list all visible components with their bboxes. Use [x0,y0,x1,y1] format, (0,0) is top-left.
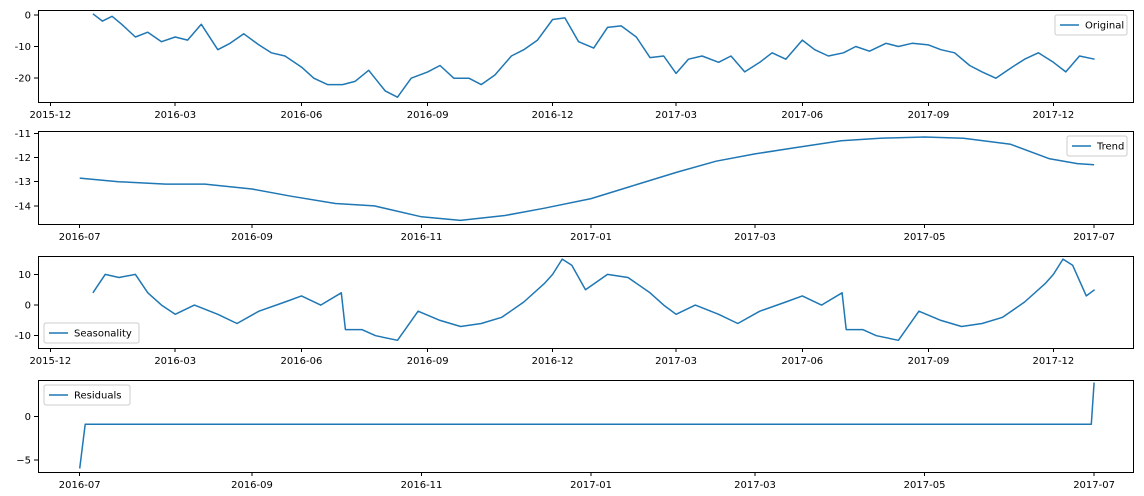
seasonality-x-tick-label: 2017-03 [655,356,697,367]
original-series-line [92,13,1095,98]
original-y-tick-label: -10 [15,42,31,53]
trend-axes-frame [38,131,1134,225]
trend-y-tick-label: -11 [15,129,31,140]
original-x-tick-label: 2015-12 [29,110,71,121]
legend-label: Residuals [74,391,121,402]
original-x-tick-label: 2016-09 [407,110,449,121]
trend-x-tick-label: 2016-11 [401,232,443,243]
residuals-x-tick-label: 2016-09 [231,480,273,491]
legend-frame [43,384,131,406]
original-y-tick-label: 0 [25,10,31,21]
original-axes-frame [38,10,1134,103]
seasonality-x-tick-label: 2017-12 [1033,356,1075,367]
trend-panel: 2016-07 2016-09 2016-11 2017-01 2017-03 2017-… [15,129,1134,243]
seasonality-legend: Seasonality [43,322,140,344]
residuals-x-tick-label: 2017-05 [904,480,946,491]
residuals-axes-frame [38,380,1134,473]
residuals-x-tick-label: 2017-03 [734,480,776,491]
legend-label: Seasonality [74,329,132,340]
legend-frame [1066,135,1128,157]
original-x-tick-label: 2017-06 [781,110,823,121]
trend-x-tick-label: 2016-09 [231,232,273,243]
seasonality-series-line [92,258,1096,342]
residuals-x-tick-label: 2016-11 [401,480,443,491]
trend-y-tick-label: -13 [15,177,31,188]
original-x-tick-label: 2016-03 [154,110,196,121]
residuals-series-line [78,382,1095,469]
trend-x-tick-label: 2017-01 [570,232,612,243]
legend-frame [1054,14,1128,36]
seasonality-y-tick-label: 0 [25,301,31,312]
seasonality-panel: 2015-12 2016-03 2016-06 2016-09 2016-12 2017-… [15,256,1134,367]
trend-legend: Trend [1066,135,1128,157]
original-x-tick-label: 2017-12 [1033,110,1075,121]
seasonality-x-tick-label: 2017-06 [781,356,823,367]
residuals-legend: Residuals [43,384,131,406]
seasonality-y-tick-label: -10 [15,331,31,342]
original-x-tick-label: 2017-03 [655,110,697,121]
residuals-x-tick-label: 2017-01 [570,480,612,491]
residuals-y-tick-label: −5 [16,455,31,466]
residuals-y-tick-label: 0 [25,412,31,423]
seasonality-x-tick-label: 2016-09 [407,356,449,367]
trend-x-tick-label: 2017-07 [1073,232,1115,243]
trend-x-tick-label: 2017-03 [734,232,776,243]
seasonality-y-tick-label: 10 [18,270,31,281]
seasonality-x-tick-label: 2016-12 [532,356,574,367]
original-x-tick-label: 2016-12 [532,110,574,121]
trend-x-tick-label: 2017-05 [904,232,946,243]
legend-label: Trend [1096,142,1124,153]
trend-x-tick-label: 2016-07 [59,232,101,243]
legend-label: Original [1085,21,1124,32]
seasonality-x-tick-label: 2017-09 [908,356,950,367]
seasonality-x-tick-label: 2016-03 [154,356,196,367]
seasonality-axes-frame [38,256,1134,349]
residuals-x-tick-label: 2016-07 [59,480,101,491]
trend-series-line [79,136,1095,222]
original-x-tick-label: 2017-09 [908,110,950,121]
trend-y-tick-label: -12 [15,153,31,164]
trend-y-tick-label: -14 [15,201,31,212]
original-x-tick-label: 2016-06 [281,110,323,121]
original-legend: Original [1054,14,1128,36]
original-panel: 2015-12 2016-03 2016-06 2016-09 2016-12 2017-… [15,10,1134,121]
original-y-tick-label: -20 [15,74,31,85]
residuals-x-tick-label: 2017-07 [1073,480,1115,491]
residuals-panel: 2016-07 2016-09 2016-11 2017-01 2017-03 2017-… [16,380,1134,491]
legend-frame [43,322,140,344]
seasonality-x-tick-label: 2015-12 [29,356,71,367]
seasonality-x-tick-label: 2016-06 [281,356,323,367]
